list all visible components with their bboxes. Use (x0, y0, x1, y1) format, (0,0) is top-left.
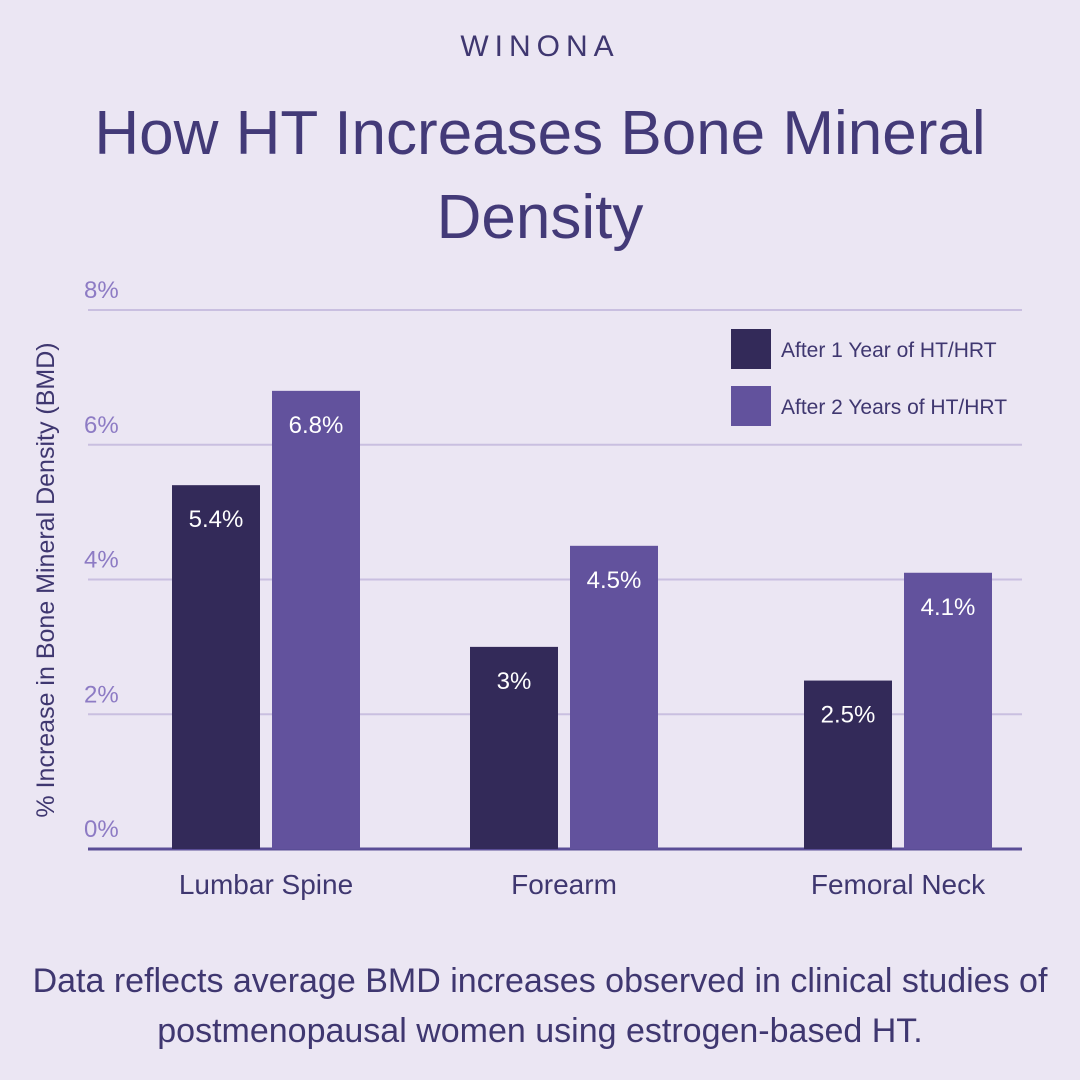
bar-value-label: 6.8% (289, 412, 344, 439)
bar (570, 545, 658, 849)
chart-title: How HT Increases Bone Mineral Density (94, 99, 986, 252)
legend-label: After 2 Years of HT/HRT (781, 396, 1007, 419)
y-tick-label: 8% (84, 277, 119, 304)
legend-swatch (731, 329, 771, 369)
y-axis-label: % Increase in Bone Mineral Density (BMD) (32, 342, 60, 817)
bar-value-label: 4.5% (587, 567, 642, 594)
y-tick-label: 6% (84, 412, 119, 439)
bar (172, 485, 260, 849)
y-tick-label: 2% (84, 681, 119, 708)
bar-chart: 0% 2% 4% 6% 8% 5.4% 6.8% Lumbar Spine 3% 4.5% For… (32, 277, 1022, 900)
bar (904, 572, 992, 849)
bar (272, 390, 360, 849)
legend: After 1 Year of HT/HRT After 2 Years of H… (731, 329, 1007, 426)
legend-swatch (731, 386, 771, 426)
bar-value-label: 5.4% (189, 506, 244, 533)
x-tick-label: Forearm (511, 869, 617, 900)
bars: 5.4% 6.8% Lumbar Spine 3% 4.5% Forearm 2.5% 4.1… (172, 390, 992, 900)
bar-value-label: 2.5% (821, 702, 876, 729)
brand-logo: WINONA (460, 30, 620, 63)
legend-label: After 1 Year of HT/HRT (781, 339, 997, 362)
bar (804, 680, 892, 849)
x-tick-label: Lumbar Spine (179, 869, 353, 900)
bar-value-label: 3% (497, 668, 532, 695)
footnote: Data reflects average BMD increases obse… (32, 962, 1048, 1050)
bar (470, 646, 558, 849)
y-tick-label: 4% (84, 547, 119, 574)
y-tick-label: 0% (84, 816, 119, 843)
x-tick-label: Femoral Neck (811, 869, 986, 900)
bar-value-label: 4.1% (921, 594, 976, 621)
